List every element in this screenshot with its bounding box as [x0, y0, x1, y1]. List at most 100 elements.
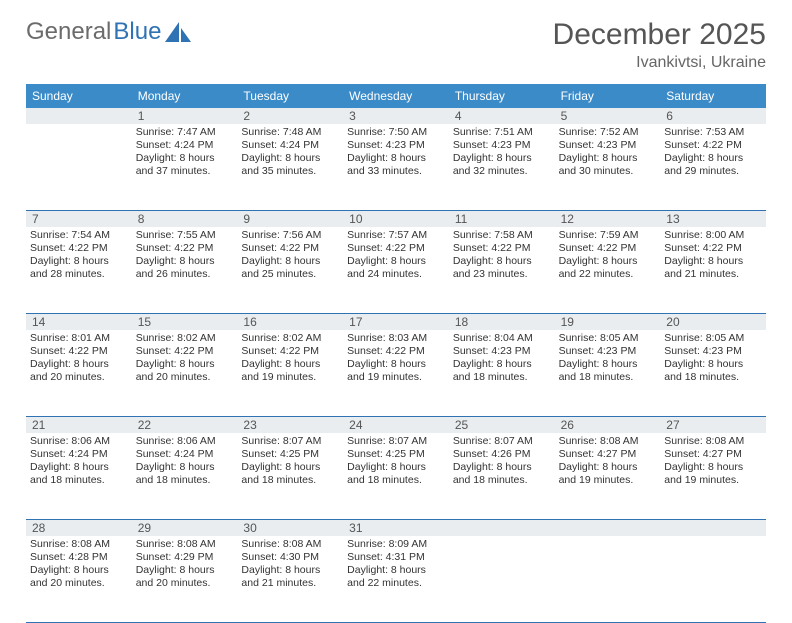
week-row: Sunrise: 7:54 AMSunset: 4:22 PMDaylight:… [26, 227, 766, 314]
sunset: Sunset: 4:23 PM [664, 345, 762, 358]
sunset: Sunset: 4:22 PM [664, 139, 762, 152]
daylight: Daylight: 8 hours and 26 minutes. [136, 255, 234, 281]
sunrise: Sunrise: 8:06 AM [136, 435, 234, 448]
daylight: Daylight: 8 hours and 35 minutes. [241, 152, 339, 178]
day-number: 20 [660, 314, 766, 330]
day-cell: Sunrise: 7:52 AMSunset: 4:23 PMDaylight:… [555, 124, 661, 210]
sunset: Sunset: 4:30 PM [241, 551, 339, 564]
day-cell: Sunrise: 8:01 AMSunset: 4:22 PMDaylight:… [26, 330, 132, 416]
day-number: 18 [449, 314, 555, 330]
day-number: 7 [26, 211, 132, 227]
day-cell: Sunrise: 7:54 AMSunset: 4:22 PMDaylight:… [26, 227, 132, 313]
day-cell: Sunrise: 8:06 AMSunset: 4:24 PMDaylight:… [132, 433, 238, 519]
header: GeneralBlue December 2025 Ivankivtsi, Uk… [26, 18, 766, 72]
sunrise: Sunrise: 8:00 AM [664, 229, 762, 242]
day-cell [26, 124, 132, 210]
sunrise: Sunrise: 7:51 AM [453, 126, 551, 139]
day-number: 29 [132, 520, 238, 536]
day-cell: Sunrise: 7:48 AMSunset: 4:24 PMDaylight:… [237, 124, 343, 210]
day-number: 26 [555, 417, 661, 433]
daylight: Daylight: 8 hours and 20 minutes. [30, 564, 128, 590]
daylight: Daylight: 8 hours and 29 minutes. [664, 152, 762, 178]
sunset: Sunset: 4:22 PM [241, 242, 339, 255]
day-number: 12 [555, 211, 661, 227]
day-cell: Sunrise: 7:47 AMSunset: 4:24 PMDaylight:… [132, 124, 238, 210]
sunset: Sunset: 4:22 PM [559, 242, 657, 255]
daylight: Daylight: 8 hours and 21 minutes. [241, 564, 339, 590]
day-cell: Sunrise: 7:53 AMSunset: 4:22 PMDaylight:… [660, 124, 766, 210]
week-row: Sunrise: 8:06 AMSunset: 4:24 PMDaylight:… [26, 433, 766, 520]
day-number [26, 108, 132, 124]
sunset: Sunset: 4:24 PM [241, 139, 339, 152]
sunrise: Sunrise: 8:07 AM [241, 435, 339, 448]
sunset: Sunset: 4:23 PM [347, 139, 445, 152]
day-number: 6 [660, 108, 766, 124]
logo: GeneralBlue [26, 18, 191, 46]
weekday-label: Wednesday [343, 84, 449, 108]
day-number [555, 520, 661, 536]
sunset: Sunset: 4:23 PM [453, 139, 551, 152]
daylight: Daylight: 8 hours and 21 minutes. [664, 255, 762, 281]
day-cell: Sunrise: 8:05 AMSunset: 4:23 PMDaylight:… [660, 330, 766, 416]
day-cell: Sunrise: 7:55 AMSunset: 4:22 PMDaylight:… [132, 227, 238, 313]
day-cell: Sunrise: 7:58 AMSunset: 4:22 PMDaylight:… [449, 227, 555, 313]
daylight: Daylight: 8 hours and 22 minutes. [347, 564, 445, 590]
daylight: Daylight: 8 hours and 22 minutes. [559, 255, 657, 281]
day-number: 23 [237, 417, 343, 433]
day-number [449, 520, 555, 536]
day-cell: Sunrise: 8:00 AMSunset: 4:22 PMDaylight:… [660, 227, 766, 313]
weekday-label: Tuesday [237, 84, 343, 108]
sunset: Sunset: 4:27 PM [559, 448, 657, 461]
weekday-label: Sunday [26, 84, 132, 108]
sunrise: Sunrise: 8:03 AM [347, 332, 445, 345]
sunrise: Sunrise: 8:06 AM [30, 435, 128, 448]
sunset: Sunset: 4:25 PM [241, 448, 339, 461]
day-number: 13 [660, 211, 766, 227]
day-number: 30 [237, 520, 343, 536]
day-cell: Sunrise: 8:03 AMSunset: 4:22 PMDaylight:… [343, 330, 449, 416]
daylight: Daylight: 8 hours and 19 minutes. [664, 461, 762, 487]
title-block: December 2025 Ivankivtsi, Ukraine [553, 18, 766, 72]
day-cell: Sunrise: 7:50 AMSunset: 4:23 PMDaylight:… [343, 124, 449, 210]
sunrise: Sunrise: 8:07 AM [453, 435, 551, 448]
sunrise: Sunrise: 8:08 AM [664, 435, 762, 448]
daylight: Daylight: 8 hours and 37 minutes. [136, 152, 234, 178]
day-cell: Sunrise: 8:06 AMSunset: 4:24 PMDaylight:… [26, 433, 132, 519]
day-cell: Sunrise: 8:08 AMSunset: 4:29 PMDaylight:… [132, 536, 238, 622]
sunrise: Sunrise: 8:04 AM [453, 332, 551, 345]
day-number: 28 [26, 520, 132, 536]
day-cell [660, 536, 766, 622]
daylight: Daylight: 8 hours and 18 minutes. [136, 461, 234, 487]
day-cell: Sunrise: 8:08 AMSunset: 4:27 PMDaylight:… [660, 433, 766, 519]
day-number: 25 [449, 417, 555, 433]
daylight: Daylight: 8 hours and 32 minutes. [453, 152, 551, 178]
sunrise: Sunrise: 8:01 AM [30, 332, 128, 345]
daylight: Daylight: 8 hours and 18 minutes. [664, 358, 762, 384]
daylight: Daylight: 8 hours and 28 minutes. [30, 255, 128, 281]
daylight: Daylight: 8 hours and 18 minutes. [241, 461, 339, 487]
day-number: 27 [660, 417, 766, 433]
day-number: 2 [237, 108, 343, 124]
logo-text-2: Blue [113, 18, 161, 46]
weekday-label: Monday [132, 84, 238, 108]
day-number: 24 [343, 417, 449, 433]
sunset: Sunset: 4:31 PM [347, 551, 445, 564]
day-number: 16 [237, 314, 343, 330]
day-number: 1 [132, 108, 238, 124]
day-cell: Sunrise: 7:57 AMSunset: 4:22 PMDaylight:… [343, 227, 449, 313]
sunset: Sunset: 4:22 PM [347, 345, 445, 358]
day-number: 19 [555, 314, 661, 330]
day-cell: Sunrise: 7:59 AMSunset: 4:22 PMDaylight:… [555, 227, 661, 313]
daylight: Daylight: 8 hours and 20 minutes. [136, 358, 234, 384]
daylight: Daylight: 8 hours and 18 minutes. [559, 358, 657, 384]
daylight: Daylight: 8 hours and 18 minutes. [453, 461, 551, 487]
day-number: 17 [343, 314, 449, 330]
day-number: 8 [132, 211, 238, 227]
sunset: Sunset: 4:27 PM [664, 448, 762, 461]
sunrise: Sunrise: 8:02 AM [136, 332, 234, 345]
daynum-row: 21222324252627 [26, 417, 766, 433]
week-row: Sunrise: 8:01 AM Sunset: 4:22 PM Daylight:… [26, 330, 766, 417]
day-number: 14 [26, 314, 132, 330]
daylight: Daylight: 8 hours and 18 minutes. [453, 358, 551, 384]
sunrise: Sunrise: 8:08 AM [136, 538, 234, 551]
